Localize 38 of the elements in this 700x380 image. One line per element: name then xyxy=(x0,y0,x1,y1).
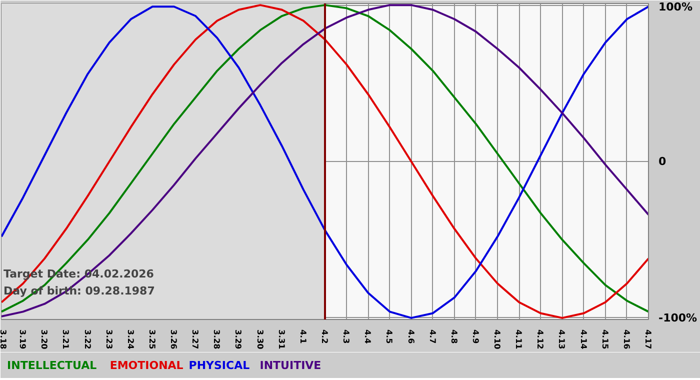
x-tick-label: 4.6 xyxy=(406,330,416,344)
x-tick-label: 4.3 xyxy=(342,330,351,344)
x-tick-label: 4.8 xyxy=(449,330,458,344)
x-tick-label: 4.15 xyxy=(600,330,610,350)
x-tick-label: 3.19 xyxy=(18,330,28,350)
x-tick-label: 3.26 xyxy=(169,330,178,350)
x-tick-label: 3.28 xyxy=(212,330,222,350)
text: EMOTIONAL xyxy=(110,359,184,372)
x-tick-label: 4.2 xyxy=(320,330,329,344)
x-tick-label: 3.29 xyxy=(234,330,243,350)
x-tick-label: 3.18 xyxy=(0,330,8,350)
x-tick-label: 3.27 xyxy=(190,330,200,350)
x-tick-label: 4.10 xyxy=(492,330,502,350)
y-tick-label: -100% xyxy=(658,311,698,324)
x-tick-label: 4.13 xyxy=(557,330,566,350)
x-tick-label: 4.12 xyxy=(536,330,545,350)
text: INTUITIVE xyxy=(260,359,322,372)
x-tick-label: 3.30 xyxy=(255,330,264,350)
x-tick-label: 4.17 xyxy=(644,330,652,350)
x-tick-label: 4.14 xyxy=(578,330,588,350)
y-tick-label: 0 xyxy=(658,155,666,168)
x-tick-label: 3.22 xyxy=(82,330,92,350)
x-tick-label: 3.21 xyxy=(61,330,70,350)
text: INTELLECTUAL xyxy=(7,359,97,372)
x-tick-label: 4.9 xyxy=(470,330,480,344)
x-tick-label: 4.11 xyxy=(514,330,524,350)
x-tick-label: 4.7 xyxy=(428,330,437,344)
x-tick-label: 3.24 xyxy=(126,330,135,350)
x-tick-label: 4.4 xyxy=(363,330,372,344)
text: PHYSICAL xyxy=(188,359,250,372)
x-tick-label: 4.16 xyxy=(622,330,631,350)
x-tick-label: 3.20 xyxy=(40,330,49,350)
x-tick-label: 4.1 xyxy=(298,330,308,344)
x-tick-label: 3.23 xyxy=(104,330,114,350)
x-tick-label: 4.5 xyxy=(384,330,394,344)
x-tick-label: 3.31 xyxy=(276,330,286,350)
y-tick-label: 100% xyxy=(658,0,692,14)
x-tick-label: 3.25 xyxy=(147,330,156,350)
